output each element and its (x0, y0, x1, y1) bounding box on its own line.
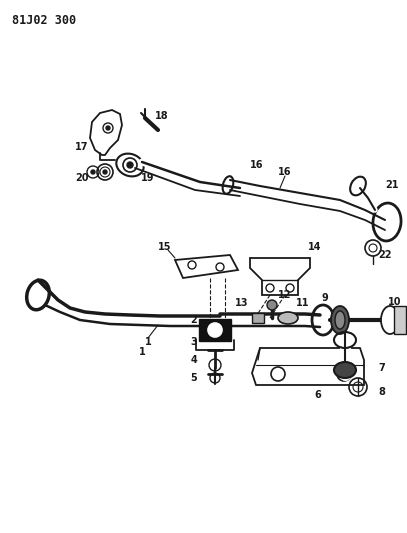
Text: 14: 14 (308, 242, 322, 252)
Ellipse shape (278, 312, 298, 324)
Ellipse shape (335, 311, 345, 329)
Text: 1: 1 (144, 337, 151, 347)
Text: 15: 15 (158, 242, 172, 252)
Ellipse shape (334, 362, 356, 378)
Circle shape (91, 170, 95, 174)
Text: 5: 5 (190, 373, 197, 383)
Ellipse shape (331, 306, 349, 334)
Text: 17: 17 (75, 142, 89, 152)
Text: 22: 22 (378, 250, 392, 260)
Text: 19: 19 (141, 173, 155, 183)
Text: 1: 1 (139, 347, 145, 357)
Text: 9: 9 (322, 293, 328, 303)
Text: 20: 20 (75, 173, 89, 183)
Bar (252, 313, 264, 323)
Text: 16: 16 (278, 167, 292, 177)
Text: 6: 6 (315, 390, 322, 400)
Text: 2: 2 (190, 315, 197, 325)
Circle shape (106, 126, 110, 130)
Text: 16: 16 (250, 160, 264, 170)
Text: 10: 10 (388, 297, 402, 307)
Text: 18: 18 (155, 111, 169, 121)
Text: 12: 12 (278, 290, 292, 300)
Text: 7: 7 (379, 363, 385, 373)
Text: 21: 21 (385, 180, 399, 190)
Bar (394, 306, 406, 334)
Text: 81J02 300: 81J02 300 (12, 14, 76, 27)
Text: 11: 11 (296, 298, 310, 308)
Circle shape (267, 300, 277, 310)
Circle shape (103, 170, 107, 174)
Ellipse shape (208, 323, 222, 337)
Circle shape (127, 162, 133, 168)
Text: 3: 3 (190, 337, 197, 347)
Text: 13: 13 (235, 298, 249, 308)
Text: 8: 8 (379, 387, 385, 397)
Ellipse shape (381, 306, 399, 334)
Text: 4: 4 (190, 355, 197, 365)
Bar (199, 319, 231, 341)
